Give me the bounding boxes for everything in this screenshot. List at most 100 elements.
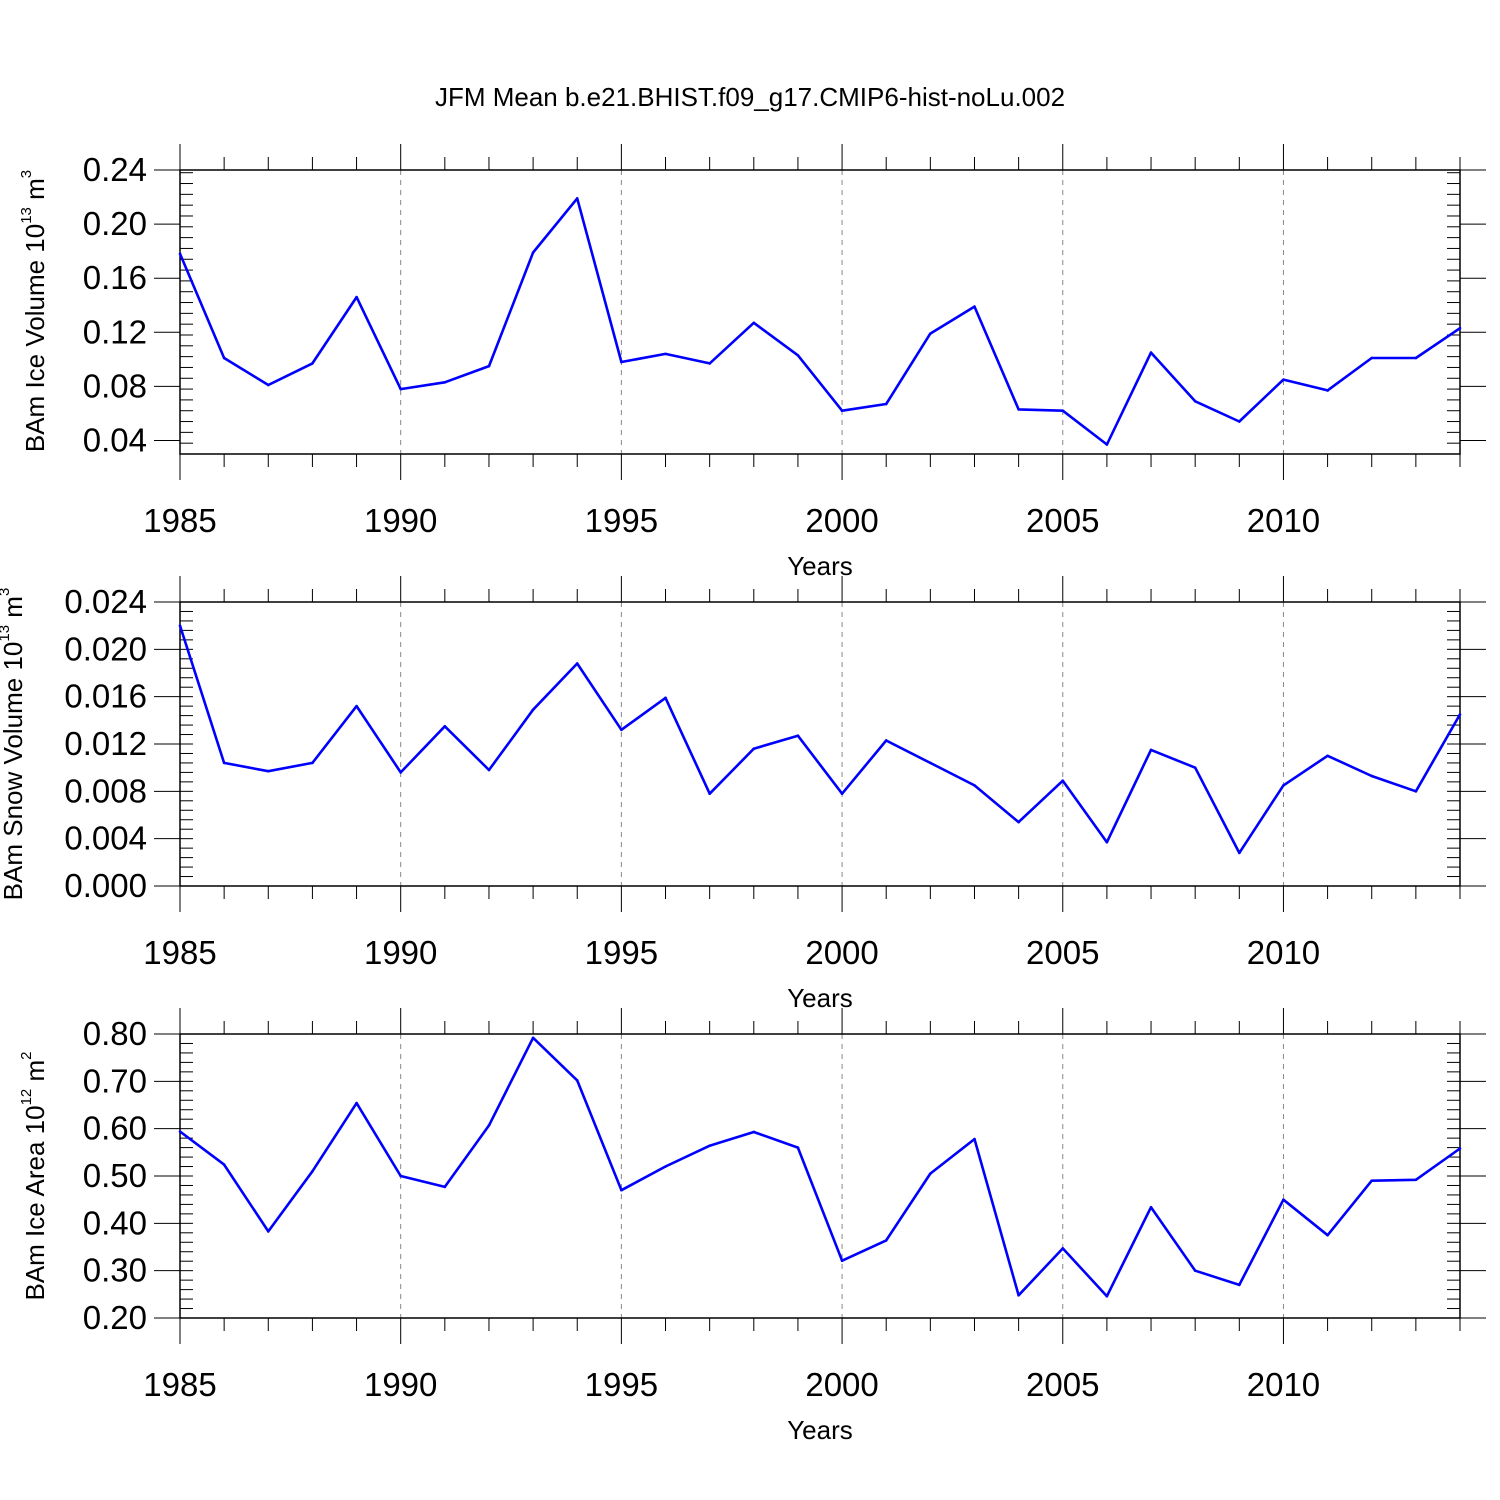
ice-volume-data-point-2009: [1238, 420, 1241, 423]
ice-area-y-tick-label: 0.60: [83, 1110, 147, 1147]
ice-area-data-point-2010: [1282, 1198, 1285, 1201]
ice-volume-data-point-1991: [443, 381, 447, 384]
ice-area-data-point-2004: [1017, 1293, 1020, 1297]
ice-volume-y-tick-label: 0.24: [83, 151, 147, 188]
snow-volume-y-label-unit: m: [0, 596, 28, 625]
ice-area-data-point-1990: [399, 1174, 402, 1178]
snow-volume-x-tick-label: 1985: [143, 934, 216, 971]
snow-volume-y-axis-label: BAm Snow Volume 1013 m3: [0, 588, 28, 901]
snow-volume-x-tick-label: 1995: [585, 934, 658, 971]
ice-area-data-point-2014: [1458, 1147, 1462, 1150]
snow-volume-data-point-2002: [929, 761, 932, 765]
ice-volume-series-line: [178, 197, 1461, 446]
ice-area-y-tick-label: 0.70: [83, 1062, 147, 1099]
ice-area-y-label-unit-exponent: 2: [18, 1051, 35, 1059]
snow-volume-data-point-2009: [1238, 851, 1241, 855]
ice-volume-data-point-1999: [796, 353, 800, 357]
ice-area-x-tick-label: 1990: [364, 1366, 437, 1403]
ice-volume-data-point-1996: [664, 352, 667, 356]
ice-volume-data-point-1989: [355, 295, 358, 299]
ice-area-data-point-1999: [796, 1146, 800, 1149]
ice-volume-data-point-2004: [1017, 408, 1020, 411]
ice-volume-data-point-2002: [929, 332, 932, 335]
snow-volume-data-point-2012: [1370, 774, 1374, 778]
ice-volume-data-point-1985: [178, 252, 182, 256]
snow-volume-data-point-2005: [1061, 779, 1065, 782]
snow-volume-x-axis-label: Years: [787, 983, 853, 1013]
ice-volume-data-point-1993: [531, 251, 535, 254]
snow-volume-data-point-2001: [884, 739, 888, 742]
ice-volume-x-tick-label: 2005: [1026, 502, 1099, 539]
ice-area-data-point-1993: [531, 1036, 535, 1040]
snow-volume-data-point-1997: [708, 792, 711, 795]
ice-area-data-point-1985: [178, 1130, 182, 1133]
snow-volume-y-tick-label: 0.008: [64, 772, 147, 809]
ice-area-data-point-1995: [620, 1188, 623, 1192]
ice-volume-data-point-1998: [752, 321, 756, 325]
ice-area-y-tick-label: 0.30: [83, 1252, 147, 1289]
snow-volume-data-point-1989: [355, 704, 358, 708]
ice-area-data-point-1994: [575, 1079, 579, 1082]
ice-area-data-point-1989: [355, 1101, 358, 1105]
ice-volume-data-point-1988: [311, 362, 314, 365]
snow-volume-data-point-2014: [1458, 713, 1462, 716]
ice-area-data-point-1988: [311, 1169, 314, 1173]
snow-volume-data-point-2007: [1149, 748, 1153, 752]
ice-volume-data-point-2006: [1105, 443, 1109, 446]
ice-area-data-point-2003: [973, 1137, 976, 1141]
ice-area-x-tick-label: 2010: [1247, 1366, 1320, 1403]
snow-volume-data-point-2004: [1017, 820, 1020, 824]
ice-volume-panel: BAm Ice Volume 1013 m3 Years 0.04 0.08 0.1…: [18, 144, 1486, 581]
snow-volume-series-line: [178, 625, 1462, 855]
ice-area-y-label-unit: m: [20, 1060, 50, 1089]
snow-volume-data-point-1987: [266, 769, 270, 773]
ice-volume-data-point-1992: [487, 364, 491, 368]
ice-area-x-axis-label: Years: [787, 1415, 853, 1445]
ice-area-data-point-2011: [1326, 1233, 1329, 1237]
ice-volume-data-point-1995: [620, 360, 623, 364]
ice-area-data-point-1991: [443, 1185, 447, 1189]
snow-volume-panel: BAm Snow Volume 1013 m3 Years 0.000 0.004…: [0, 576, 1486, 1013]
ice-area-data-point-1987: [266, 1230, 270, 1233]
snow-volume-y-label-unit-exponent: 3: [0, 588, 13, 596]
ice-volume-data-point-1986: [222, 356, 226, 360]
ice-volume-data-point-1994: [575, 197, 579, 200]
snow-volume-data-point-1988: [311, 761, 314, 765]
ice-volume-data-point-2008: [1193, 399, 1197, 403]
ice-volume-plot-frame: [179, 169, 1461, 455]
ice-area-y-tick-label: 0.50: [83, 1157, 147, 1194]
ice-volume-y-tick-label: 0.12: [83, 313, 147, 350]
snow-volume-data-point-2013: [1414, 790, 1418, 793]
ice-volume-y-label-exponent: 13: [18, 207, 35, 224]
ice-volume-y-label-prefix: BAm Ice Volume 10: [20, 224, 50, 452]
ice-area-data-point-2012: [1370, 1179, 1374, 1183]
ice-volume-data-point-2014: [1458, 326, 1462, 330]
snow-volume-y-tick-label: 0.016: [64, 678, 147, 715]
snow-volume-data-point-1995: [620, 728, 623, 732]
ice-area-data-point-2001: [884, 1239, 888, 1242]
snow-volume-y-tick-label: 0.004: [64, 820, 147, 857]
ice-area-y-tick-label: 0.20: [83, 1299, 147, 1336]
ice-area-y-tick-label: 0.40: [83, 1204, 147, 1241]
ice-volume-y-tick-label: 0.16: [83, 259, 147, 296]
snow-volume-y-label-exponent: 13: [0, 625, 13, 642]
snow-volume-x-tick-label: 1990: [364, 934, 437, 971]
ice-area-data-point-2008: [1193, 1269, 1197, 1272]
ice-volume-y-label-unit-exponent: 3: [18, 170, 35, 178]
ice-volume-x-tick-label: 2000: [805, 502, 878, 539]
snow-volume-x-tick-label: 2005: [1026, 934, 1099, 971]
snow-volume-data-point-1990: [399, 771, 402, 774]
snow-volume-data-point-1994: [575, 662, 579, 665]
ice-volume-data-point-2012: [1370, 356, 1374, 360]
ice-area-data-point-1997: [708, 1144, 711, 1148]
snow-volume-y-tick-label: 0.020: [64, 630, 147, 667]
ice-volume-x-axis-label: Years: [787, 551, 853, 581]
snow-volume-data-point-1998: [752, 747, 756, 751]
snow-volume-data-point-2006: [1105, 840, 1109, 844]
ice-volume-x-tick-label: 2010: [1247, 502, 1320, 539]
snow-volume-data-point-2011: [1326, 754, 1329, 758]
ice-volume-x-tick-label: 1990: [364, 502, 437, 539]
ice-volume-y-tick-label: 0.04: [83, 421, 147, 458]
